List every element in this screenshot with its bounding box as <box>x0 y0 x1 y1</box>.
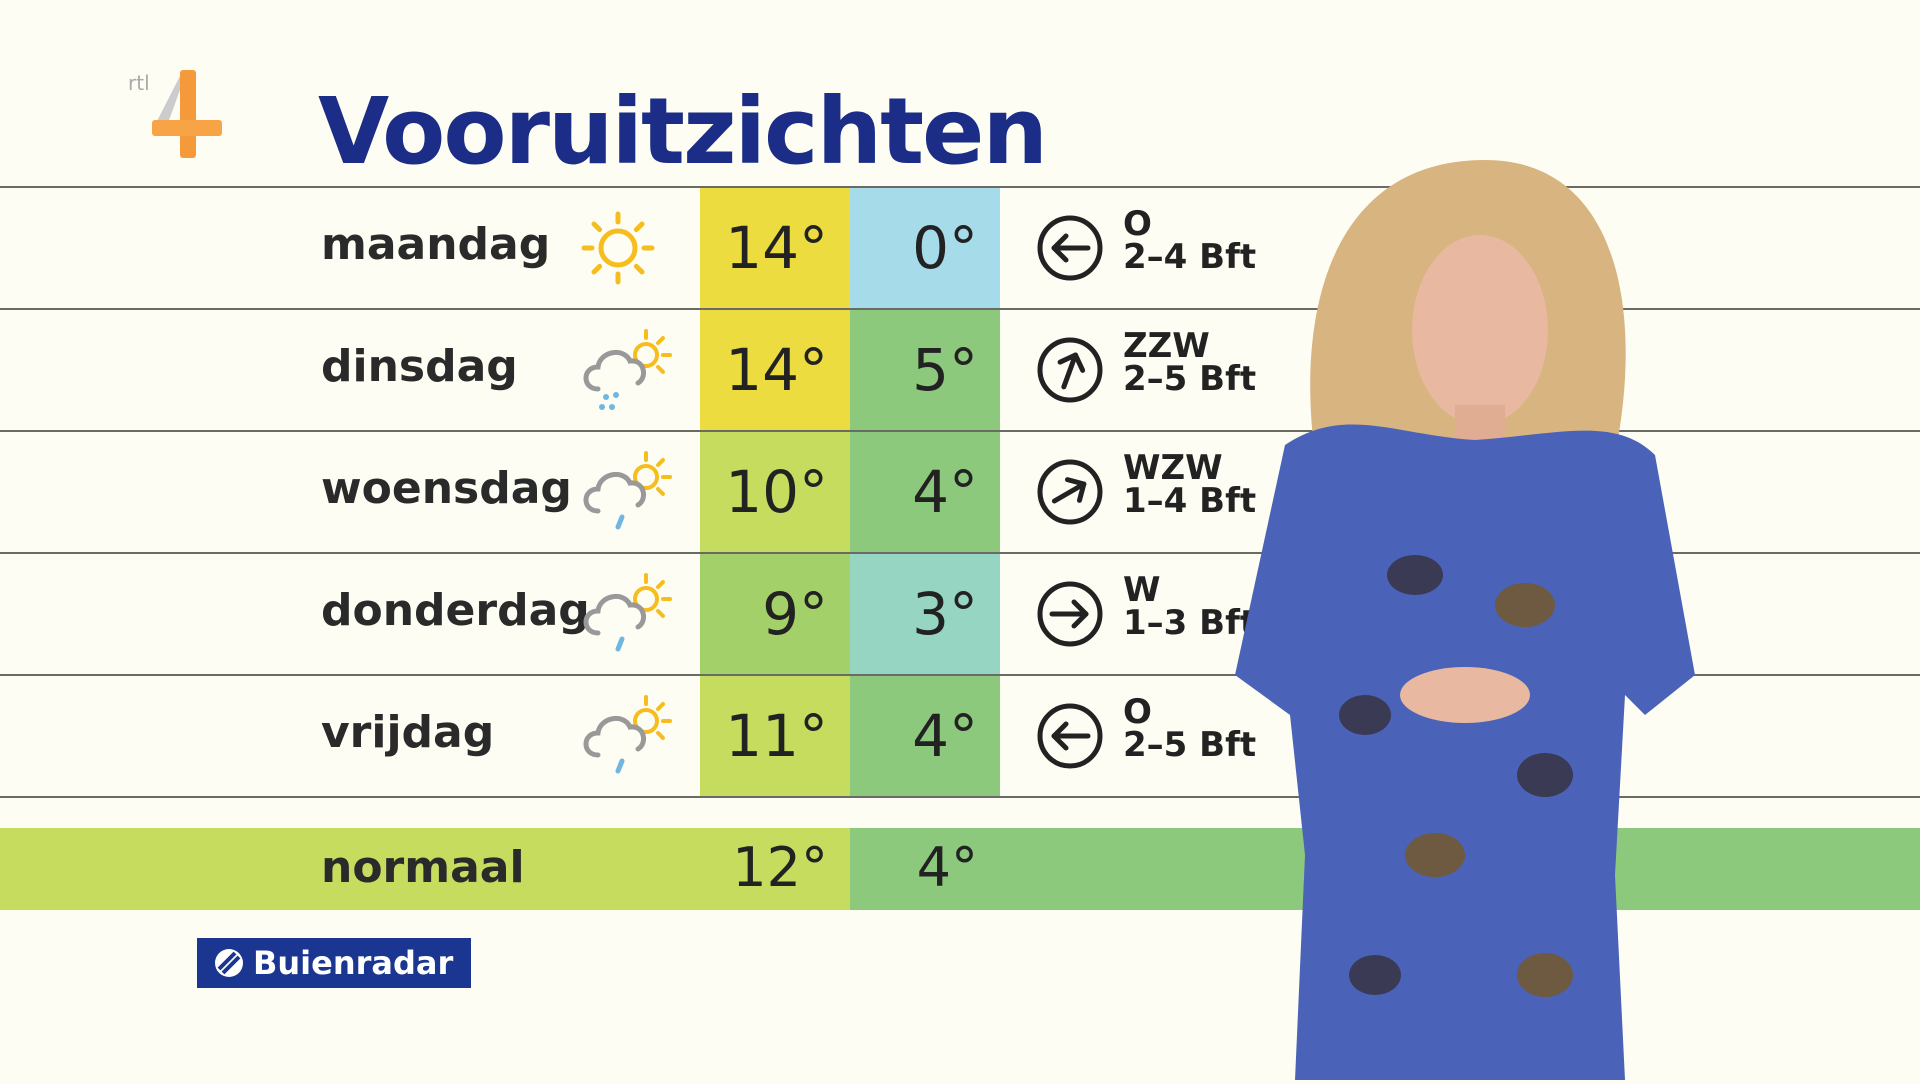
day-label: donderdag <box>321 585 590 636</box>
max-temp: 11° <box>700 675 850 797</box>
max-temp: 14° <box>700 187 850 309</box>
arrow-left-icon <box>1036 702 1104 770</box>
wind-force: 2–4 Bft <box>1123 237 1257 277</box>
wind-direction: W <box>1123 570 1161 610</box>
wind-direction: O <box>1123 692 1152 732</box>
row-divider <box>0 796 1920 798</box>
wind-direction: ZZW <box>1123 326 1210 366</box>
arrow-up-right-icon <box>1036 458 1104 526</box>
sun-icon <box>578 203 678 293</box>
normal-row: normaal 12° 4° <box>0 828 1920 910</box>
row-divider <box>0 186 1920 188</box>
buienradar-label: Buienradar <box>253 944 454 982</box>
forecast-row-donderdag: 9° 3° donderdag W 1–3 Bft <box>0 553 1920 675</box>
presenter-figure <box>1215 155 1715 1080</box>
cloud-sun-drizzle-icon <box>578 691 678 781</box>
max-temp: 9° <box>700 553 850 675</box>
wind-force: 2–5 Bft <box>1123 725 1257 765</box>
buienradar-icon <box>215 949 243 977</box>
normal-min-temp: 4° <box>916 836 978 899</box>
page-title: Vooruitzichten <box>318 78 1048 185</box>
arrow-left-icon <box>1036 214 1104 282</box>
max-temp: 14° <box>700 309 850 431</box>
wind-force: 1–4 Bft <box>1123 481 1257 521</box>
cloud-sun-rain-icon <box>578 325 678 415</box>
forecast-row-maandag: 14° 0° maandag O 2–4 Bft <box>0 187 1920 309</box>
min-temp: 4° <box>850 431 1000 553</box>
wind-force: 2–5 Bft <box>1123 359 1257 399</box>
cloud-sun-drizzle-icon <box>578 569 678 659</box>
wind-force: 1–3 Bft <box>1123 603 1257 643</box>
min-temp: 4° <box>850 675 1000 797</box>
wind-direction: O <box>1123 204 1152 244</box>
buienradar-logo: Buienradar <box>197 938 471 988</box>
normal-max-band <box>0 828 850 910</box>
min-temp: 3° <box>850 553 1000 675</box>
row-divider <box>0 308 1920 310</box>
row-divider <box>0 430 1920 432</box>
svg-text:rtl: rtl <box>128 71 150 95</box>
forecast-row-vrijdag: 11° 4° vrijdag O 2–5 Bft <box>0 675 1920 797</box>
row-divider <box>0 552 1920 554</box>
wind-direction: WZW <box>1123 448 1223 488</box>
day-label: vrijdag <box>321 707 495 758</box>
min-temp: 0° <box>850 187 1000 309</box>
forecast-row-dinsdag: 14° 5° dinsdag ZZW 2–5 Bft <box>0 309 1920 431</box>
max-temp: 10° <box>700 431 850 553</box>
day-label: woensdag <box>321 463 572 514</box>
cloud-sun-drizzle-icon <box>578 447 678 537</box>
day-label: dinsdag <box>321 341 518 392</box>
min-temp: 5° <box>850 309 1000 431</box>
normal-label: normaal <box>321 842 525 893</box>
arrow-right-icon <box>1036 580 1104 648</box>
day-label: maandag <box>321 219 551 270</box>
arrow-up-right-icon <box>1036 336 1104 404</box>
rtl4-logo: rtl <box>128 68 228 160</box>
forecast-row-woensdag: 10° 4° woensdag WZW 1–4 Bft <box>0 431 1920 553</box>
row-divider <box>0 674 1920 676</box>
normal-max-temp: 12° <box>732 836 828 899</box>
